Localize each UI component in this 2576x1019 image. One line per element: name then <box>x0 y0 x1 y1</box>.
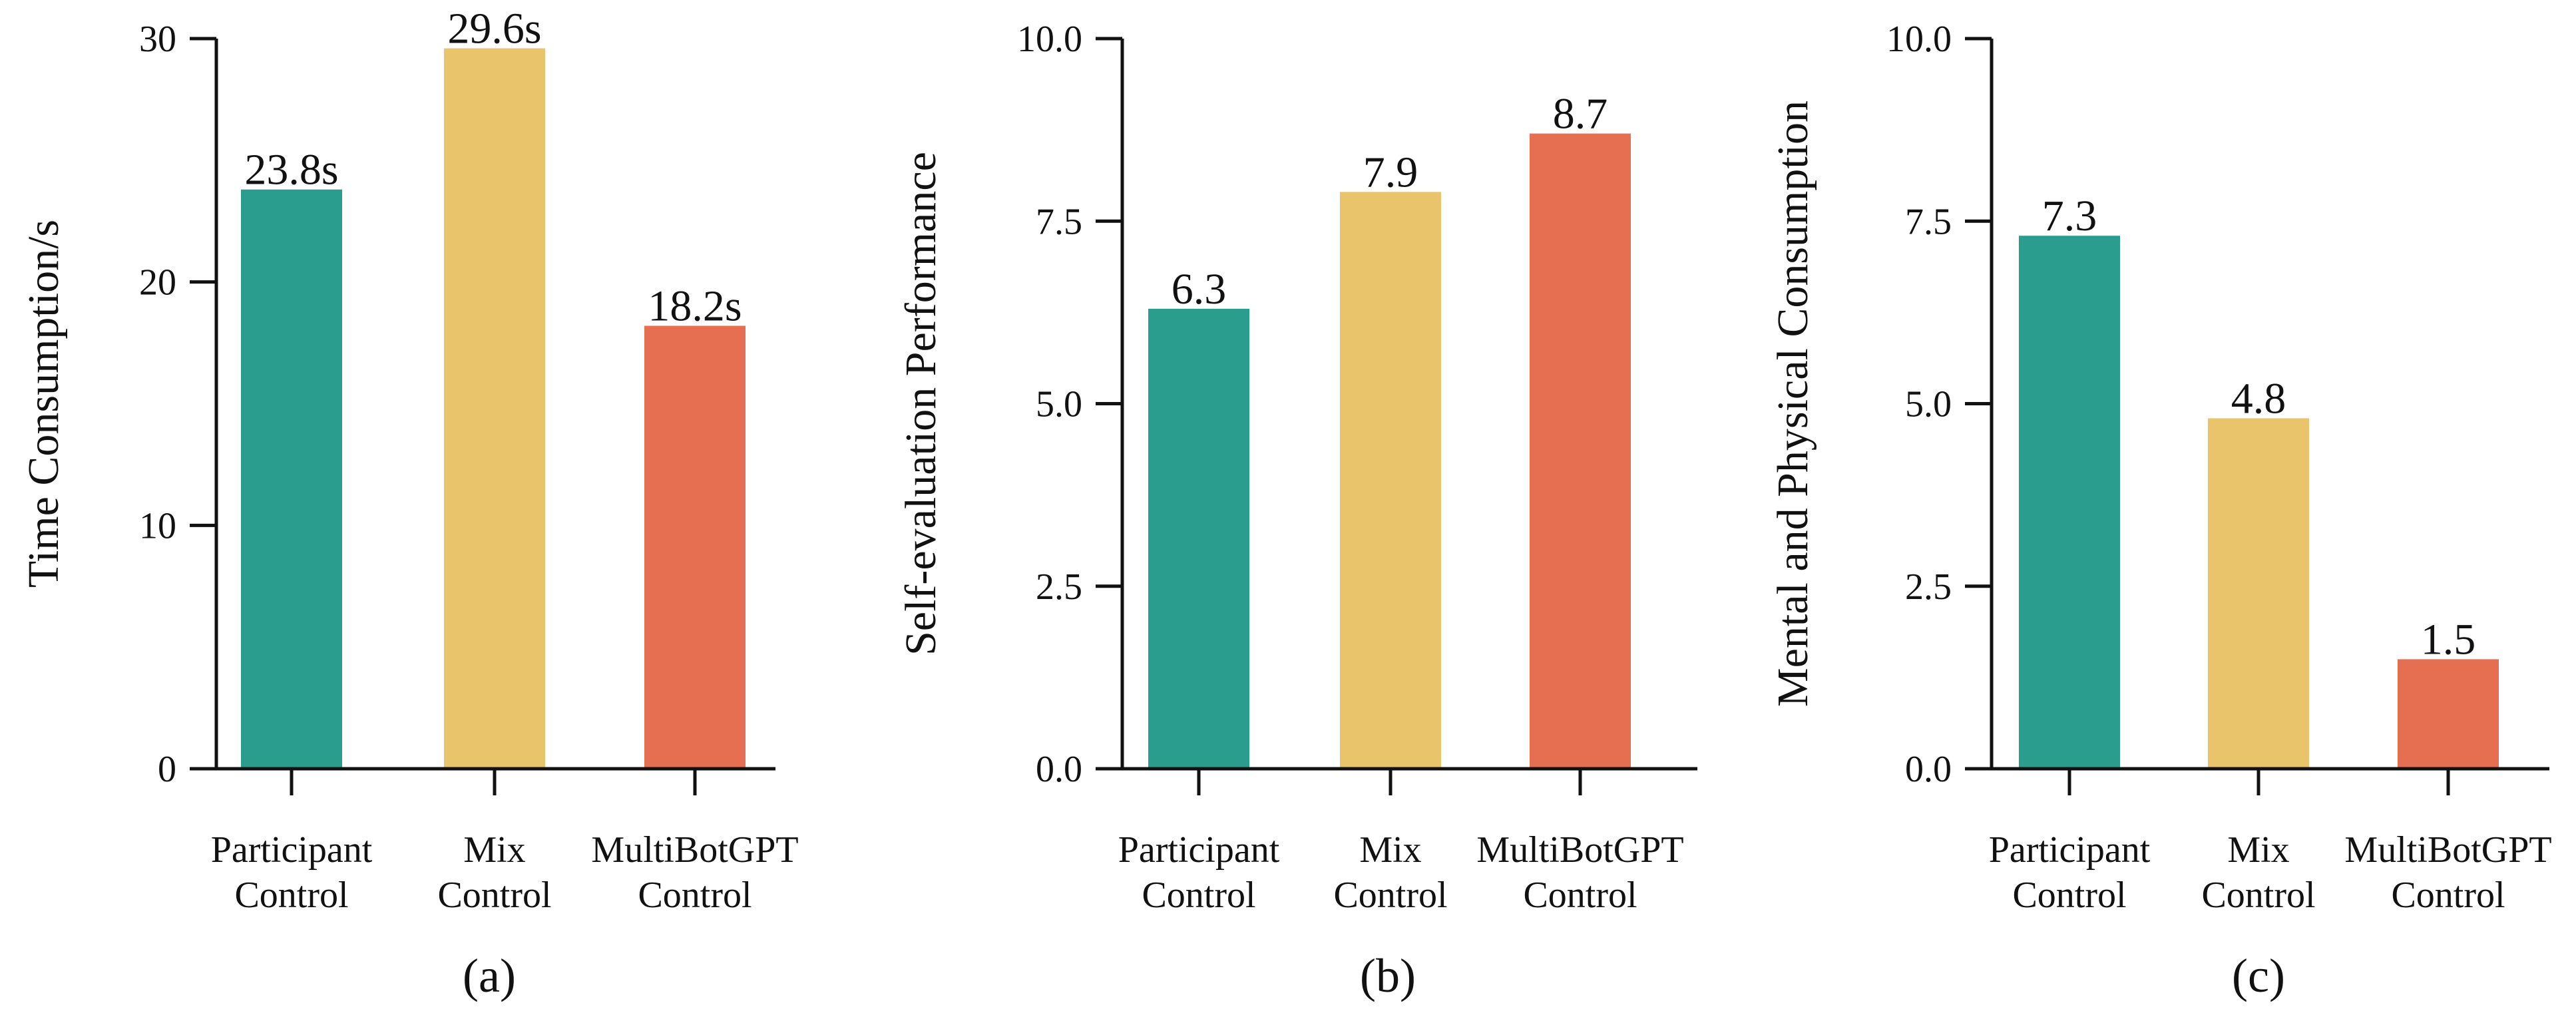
bar-2 <box>1340 192 1441 769</box>
x-tick-label: Mix <box>2227 829 2289 871</box>
y-tick-label: 10.0 <box>1886 19 1952 60</box>
x-tick-label: Control <box>2201 875 2315 916</box>
x-tick-label: Control <box>437 875 551 916</box>
value-label-1: 23.8s <box>244 146 338 194</box>
y-tick-label: 7.5 <box>1905 201 1952 242</box>
y-tick-label: 2.5 <box>1036 566 1082 608</box>
x-tick-label: Control <box>2391 875 2505 916</box>
y-tick-label: 30 <box>139 19 176 60</box>
panel-label: (b) <box>1360 949 1416 1002</box>
x-tick-label: Control <box>1142 875 1255 916</box>
y-tick-label: 5.0 <box>1905 384 1952 425</box>
x-tick-label: Control <box>1523 875 1637 916</box>
value-label-3: 1.5 <box>2421 615 2476 664</box>
x-tick-label: Control <box>2012 875 2126 916</box>
bar-3 <box>2398 659 2499 769</box>
chart-panel-2: 6.37.98.70.02.55.07.510.0ParticipantCont… <box>897 19 1697 1002</box>
value-label-1: 7.3 <box>2042 192 2097 240</box>
x-tick-label: MultiBotGPT <box>2344 829 2551 871</box>
bar-1 <box>241 189 342 769</box>
y-tick-label: 5.0 <box>1036 384 1082 425</box>
y-axis-title: Self-evaluation Performance <box>897 152 945 656</box>
y-tick-label: 0.0 <box>1036 749 1082 790</box>
value-label-2: 29.6s <box>447 5 541 53</box>
bar-1 <box>2019 236 2120 769</box>
bar-2 <box>2208 418 2309 769</box>
y-tick-label: 0 <box>158 749 176 790</box>
x-tick-label: Mix <box>463 829 525 871</box>
chart-panel-1: 23.8s29.6s18.2s0102030ParticipantControl… <box>19 5 798 1002</box>
y-tick-label: 0.0 <box>1905 749 1952 790</box>
y-axis-title: Mental and Physical Consumption <box>1769 101 1817 707</box>
y-tick-label: 10 <box>139 505 176 546</box>
value-label-3: 18.2s <box>648 282 742 330</box>
x-tick-label: Control <box>1333 875 1447 916</box>
y-tick-label: 10.0 <box>1017 19 1082 60</box>
x-tick-label: Control <box>638 875 751 916</box>
x-tick-label: Participant <box>211 829 373 871</box>
bar-1 <box>1148 308 1249 769</box>
value-label-3: 8.7 <box>1553 90 1608 138</box>
y-tick-label: 7.5 <box>1036 201 1082 242</box>
value-label-2: 4.8 <box>2231 374 2286 423</box>
value-label-2: 7.9 <box>1363 148 1418 196</box>
chart-panel-3: 7.34.81.50.02.55.07.510.0ParticipantCont… <box>1769 19 2551 1002</box>
panel-label: (c) <box>2232 949 2285 1002</box>
bar-3 <box>644 325 746 769</box>
x-tick-label: MultiBotGPT <box>591 829 798 871</box>
panel-label: (a) <box>463 949 516 1002</box>
y-tick-label: 20 <box>139 262 176 304</box>
x-tick-label: MultiBotGPT <box>1476 829 1683 871</box>
bar-2 <box>444 48 545 769</box>
x-tick-label: Participant <box>1118 829 1280 871</box>
value-label-1: 6.3 <box>1172 265 1227 313</box>
y-tick-label: 2.5 <box>1905 566 1952 608</box>
x-tick-label: Control <box>234 875 348 916</box>
y-axis-title: Time Consumption/s <box>19 220 68 588</box>
x-tick-label: Mix <box>1359 829 1421 871</box>
bar-3 <box>1530 133 1631 769</box>
x-tick-label: Participant <box>1989 829 2151 871</box>
